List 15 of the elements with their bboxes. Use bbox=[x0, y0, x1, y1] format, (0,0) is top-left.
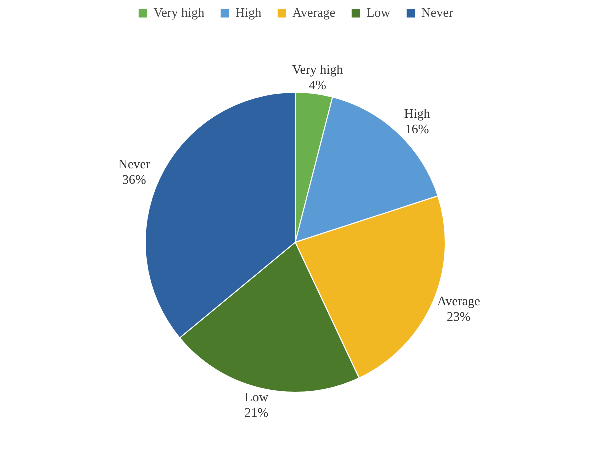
legend-label: High bbox=[236, 5, 262, 21]
slice-label: Low bbox=[244, 390, 270, 405]
legend-label: Very high bbox=[154, 5, 205, 21]
legend-label: Average bbox=[292, 5, 336, 21]
slice-label: Very high bbox=[292, 62, 344, 78]
legend-label: Low bbox=[366, 5, 391, 21]
data-label: 21% bbox=[244, 405, 269, 420]
slice-label: High bbox=[404, 106, 431, 121]
data-label: 16% bbox=[405, 121, 430, 136]
slice-label: Never bbox=[118, 156, 151, 172]
data-label: 36% bbox=[122, 172, 147, 187]
data-label: 4% bbox=[309, 78, 327, 93]
data-label: 23% bbox=[446, 308, 471, 324]
slice-label: Average bbox=[437, 293, 481, 308]
legend-label: Never bbox=[422, 5, 454, 21]
